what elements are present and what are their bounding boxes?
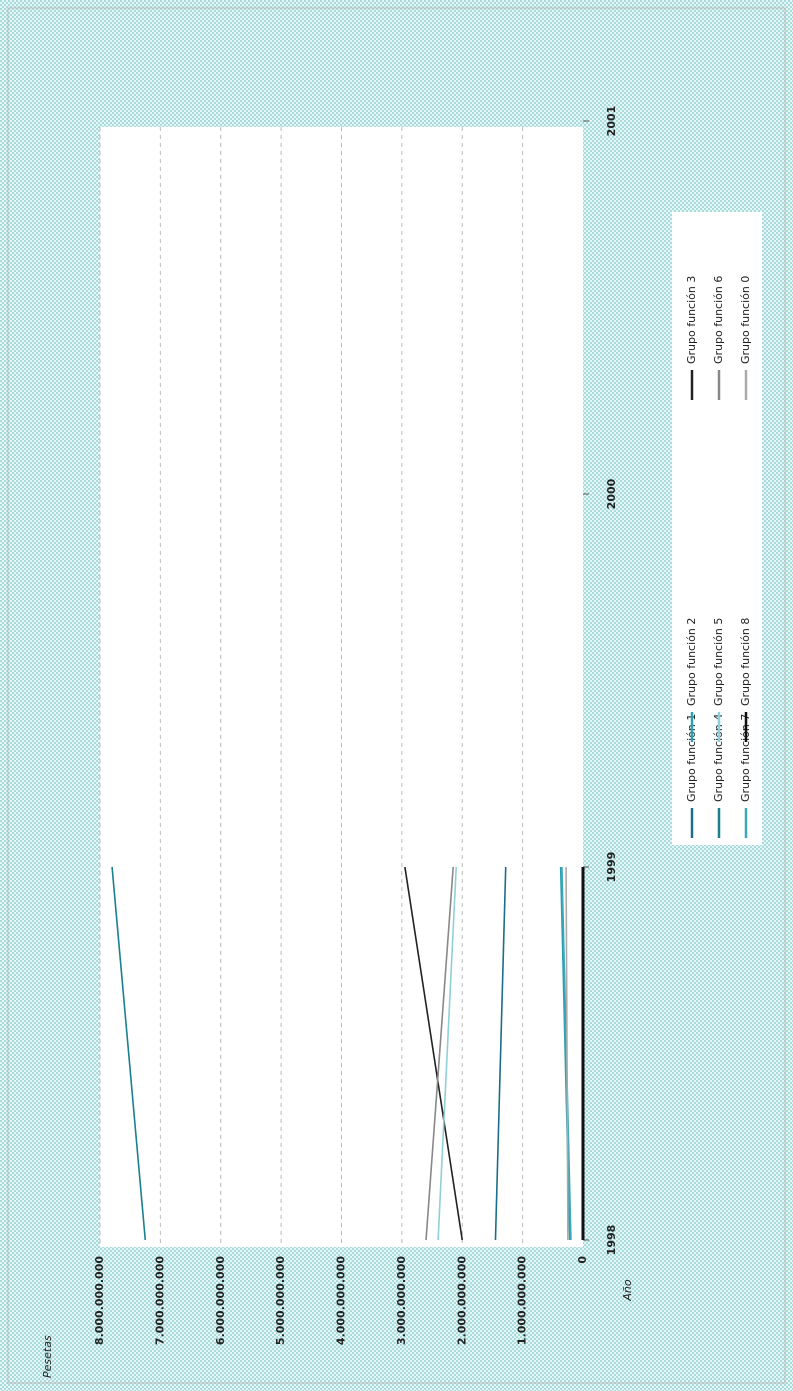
- y-tick-label: 1.000.000.000: [516, 1256, 529, 1345]
- series-line: [494, 866, 507, 1241]
- x-tick-label: 1998: [605, 1225, 618, 1256]
- y-tick-label: 3.000.000.000: [395, 1256, 408, 1345]
- legend-label: Grupo función 2: [685, 618, 698, 706]
- series-line: [565, 866, 569, 1241]
- x-tick-label: 2001: [605, 106, 618, 137]
- series-line: [404, 866, 464, 1241]
- series-line: [437, 866, 458, 1241]
- y-tick-label: 4.000.000.000: [335, 1256, 348, 1345]
- y-tick-label: 8.000.000.000: [93, 1256, 106, 1345]
- legend-label: Grupo función 4: [712, 714, 725, 802]
- legend-label: Grupo función 6: [712, 276, 725, 364]
- legend-label: Grupo función 3: [685, 276, 698, 364]
- legend-label: Grupo función 5: [712, 618, 725, 706]
- y-tick-label: 2.000.000.000: [455, 1256, 468, 1345]
- series-line: [111, 866, 147, 1241]
- legend-label: Grupo función 1: [685, 714, 698, 802]
- y-tick-label: 7.000.000.000: [153, 1256, 166, 1345]
- y-tick-label: 6.000.000.000: [214, 1256, 227, 1345]
- x-tick-label: 2000: [605, 478, 618, 509]
- series-line: [425, 866, 454, 1241]
- y-tick-label: 0: [576, 1256, 589, 1264]
- legend-label: Grupo función 7: [739, 714, 752, 802]
- x-axis-title: Año: [621, 1279, 634, 1301]
- frame: [7, 7, 786, 1384]
- axis-title: Pesetas: [41, 1335, 54, 1378]
- x-tick-label: 1999: [605, 852, 618, 883]
- legend-label: Grupo función 8: [739, 618, 752, 706]
- y-tick-label: 5.000.000.000: [274, 1256, 287, 1345]
- legend-label: Grupo función 0: [739, 276, 752, 364]
